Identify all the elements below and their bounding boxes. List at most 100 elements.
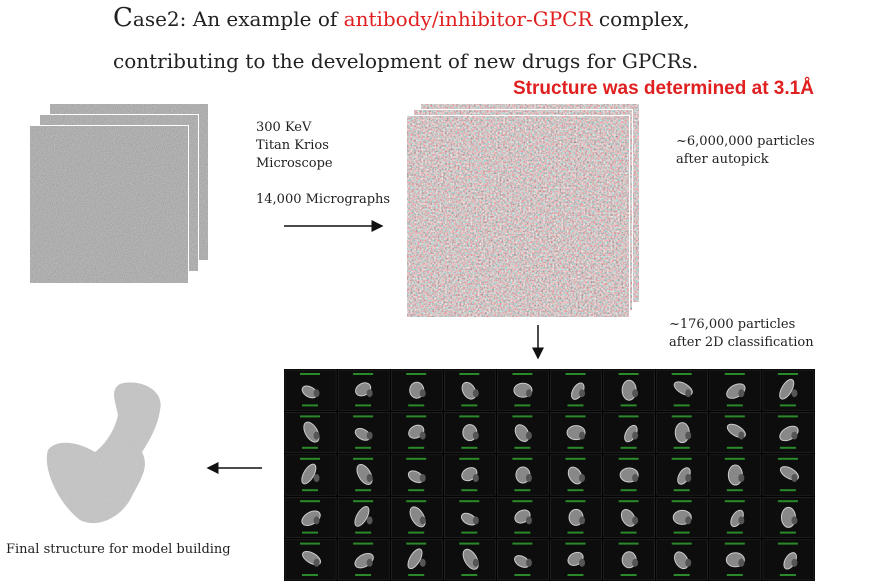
class-average: [791, 389, 798, 398]
class-average: [419, 516, 426, 525]
class-average: [355, 489, 372, 492]
class-average: [674, 551, 689, 570]
class-average: [461, 446, 478, 449]
class-average: [419, 558, 426, 567]
class-average: [724, 457, 745, 460]
class-average: [685, 389, 692, 398]
class-average: [673, 404, 690, 407]
class-average: [512, 415, 533, 418]
class-average: [406, 373, 427, 375]
class-average: [673, 574, 690, 576]
class-average: [301, 463, 317, 485]
micrograph-stack: [29, 103, 209, 284]
class-average: [579, 431, 586, 440]
class-average: [459, 500, 480, 503]
class-average: [514, 404, 531, 407]
result-note: Structure was determined at 3.1Å: [513, 78, 814, 99]
class-average: [620, 531, 637, 534]
class-average: [313, 558, 320, 567]
class-average: [313, 389, 320, 398]
class-average: [777, 500, 798, 503]
class-average: [512, 500, 533, 503]
class-average: [408, 489, 425, 492]
class-average: [685, 431, 692, 440]
class-average: [525, 431, 532, 440]
class-average: [353, 415, 374, 418]
class-average: [779, 446, 796, 449]
class-average: [353, 500, 374, 503]
class-average: [726, 404, 743, 407]
class-average: [406, 542, 427, 545]
class-average: [567, 574, 584, 576]
autopick-line: after autopick: [676, 152, 769, 167]
caption: Final structure for model building: [6, 542, 231, 557]
class-average: [461, 381, 477, 400]
class-average: [567, 446, 584, 449]
class-average: [302, 404, 318, 407]
class-average: [300, 457, 320, 460]
class-average: [620, 489, 637, 492]
class-average: [632, 431, 639, 440]
class-average: [408, 446, 425, 449]
class-average: [791, 474, 798, 482]
class-average: [354, 506, 370, 527]
class-average: [419, 474, 426, 482]
class-average: [353, 542, 374, 545]
class-average: [724, 373, 745, 375]
class-average: [565, 373, 586, 375]
classification-line: ~176,000 particles: [669, 317, 795, 332]
class-average: [620, 446, 637, 449]
class-average: [461, 531, 478, 534]
class-average: [632, 516, 639, 525]
class-average: [406, 500, 427, 503]
class-average: [685, 474, 692, 482]
class-average: [300, 500, 320, 503]
class-average: [632, 389, 639, 398]
class-average: [724, 415, 745, 418]
class-average: [726, 531, 743, 534]
class-average: [419, 389, 426, 398]
class-average: [355, 446, 372, 449]
class-average: [671, 415, 692, 418]
class-average: [567, 489, 584, 492]
class-average: [514, 424, 530, 442]
class-average: [472, 516, 479, 525]
class-average: [777, 373, 798, 375]
class-average: [738, 431, 745, 440]
class-average: [472, 389, 479, 398]
class-average: [565, 415, 586, 418]
class-average: [726, 446, 743, 449]
class-average: [514, 574, 531, 576]
class-average: [353, 457, 374, 460]
class-average: [726, 574, 743, 576]
class-average: [300, 415, 320, 418]
classification-line: after 2D classification: [669, 335, 814, 350]
class-average: [579, 389, 586, 398]
class-average: [567, 404, 584, 407]
class-average: [632, 474, 639, 482]
class-average: [408, 404, 425, 407]
class-average: [620, 574, 637, 576]
class-average: [355, 404, 372, 407]
class-average: [302, 489, 318, 492]
class-average: [620, 509, 636, 527]
class-average: [525, 474, 532, 482]
class-average: [779, 574, 796, 576]
class-average: [366, 516, 373, 525]
microscope-line: 300 KeV: [256, 120, 312, 135]
class-average: [618, 542, 639, 545]
class-average: [300, 542, 320, 545]
class-average: [685, 558, 692, 567]
class-average: [461, 574, 478, 576]
particle-stack: [406, 103, 640, 318]
class-average: [673, 489, 690, 492]
class-average: [419, 431, 426, 440]
class-average: [406, 415, 427, 418]
class-average: [313, 474, 320, 482]
class-average: [618, 457, 639, 460]
class-average: [355, 531, 372, 534]
title-line-2: contributing to the development of new d…: [113, 49, 698, 73]
class-average: [567, 466, 583, 485]
class-average: [313, 516, 320, 525]
